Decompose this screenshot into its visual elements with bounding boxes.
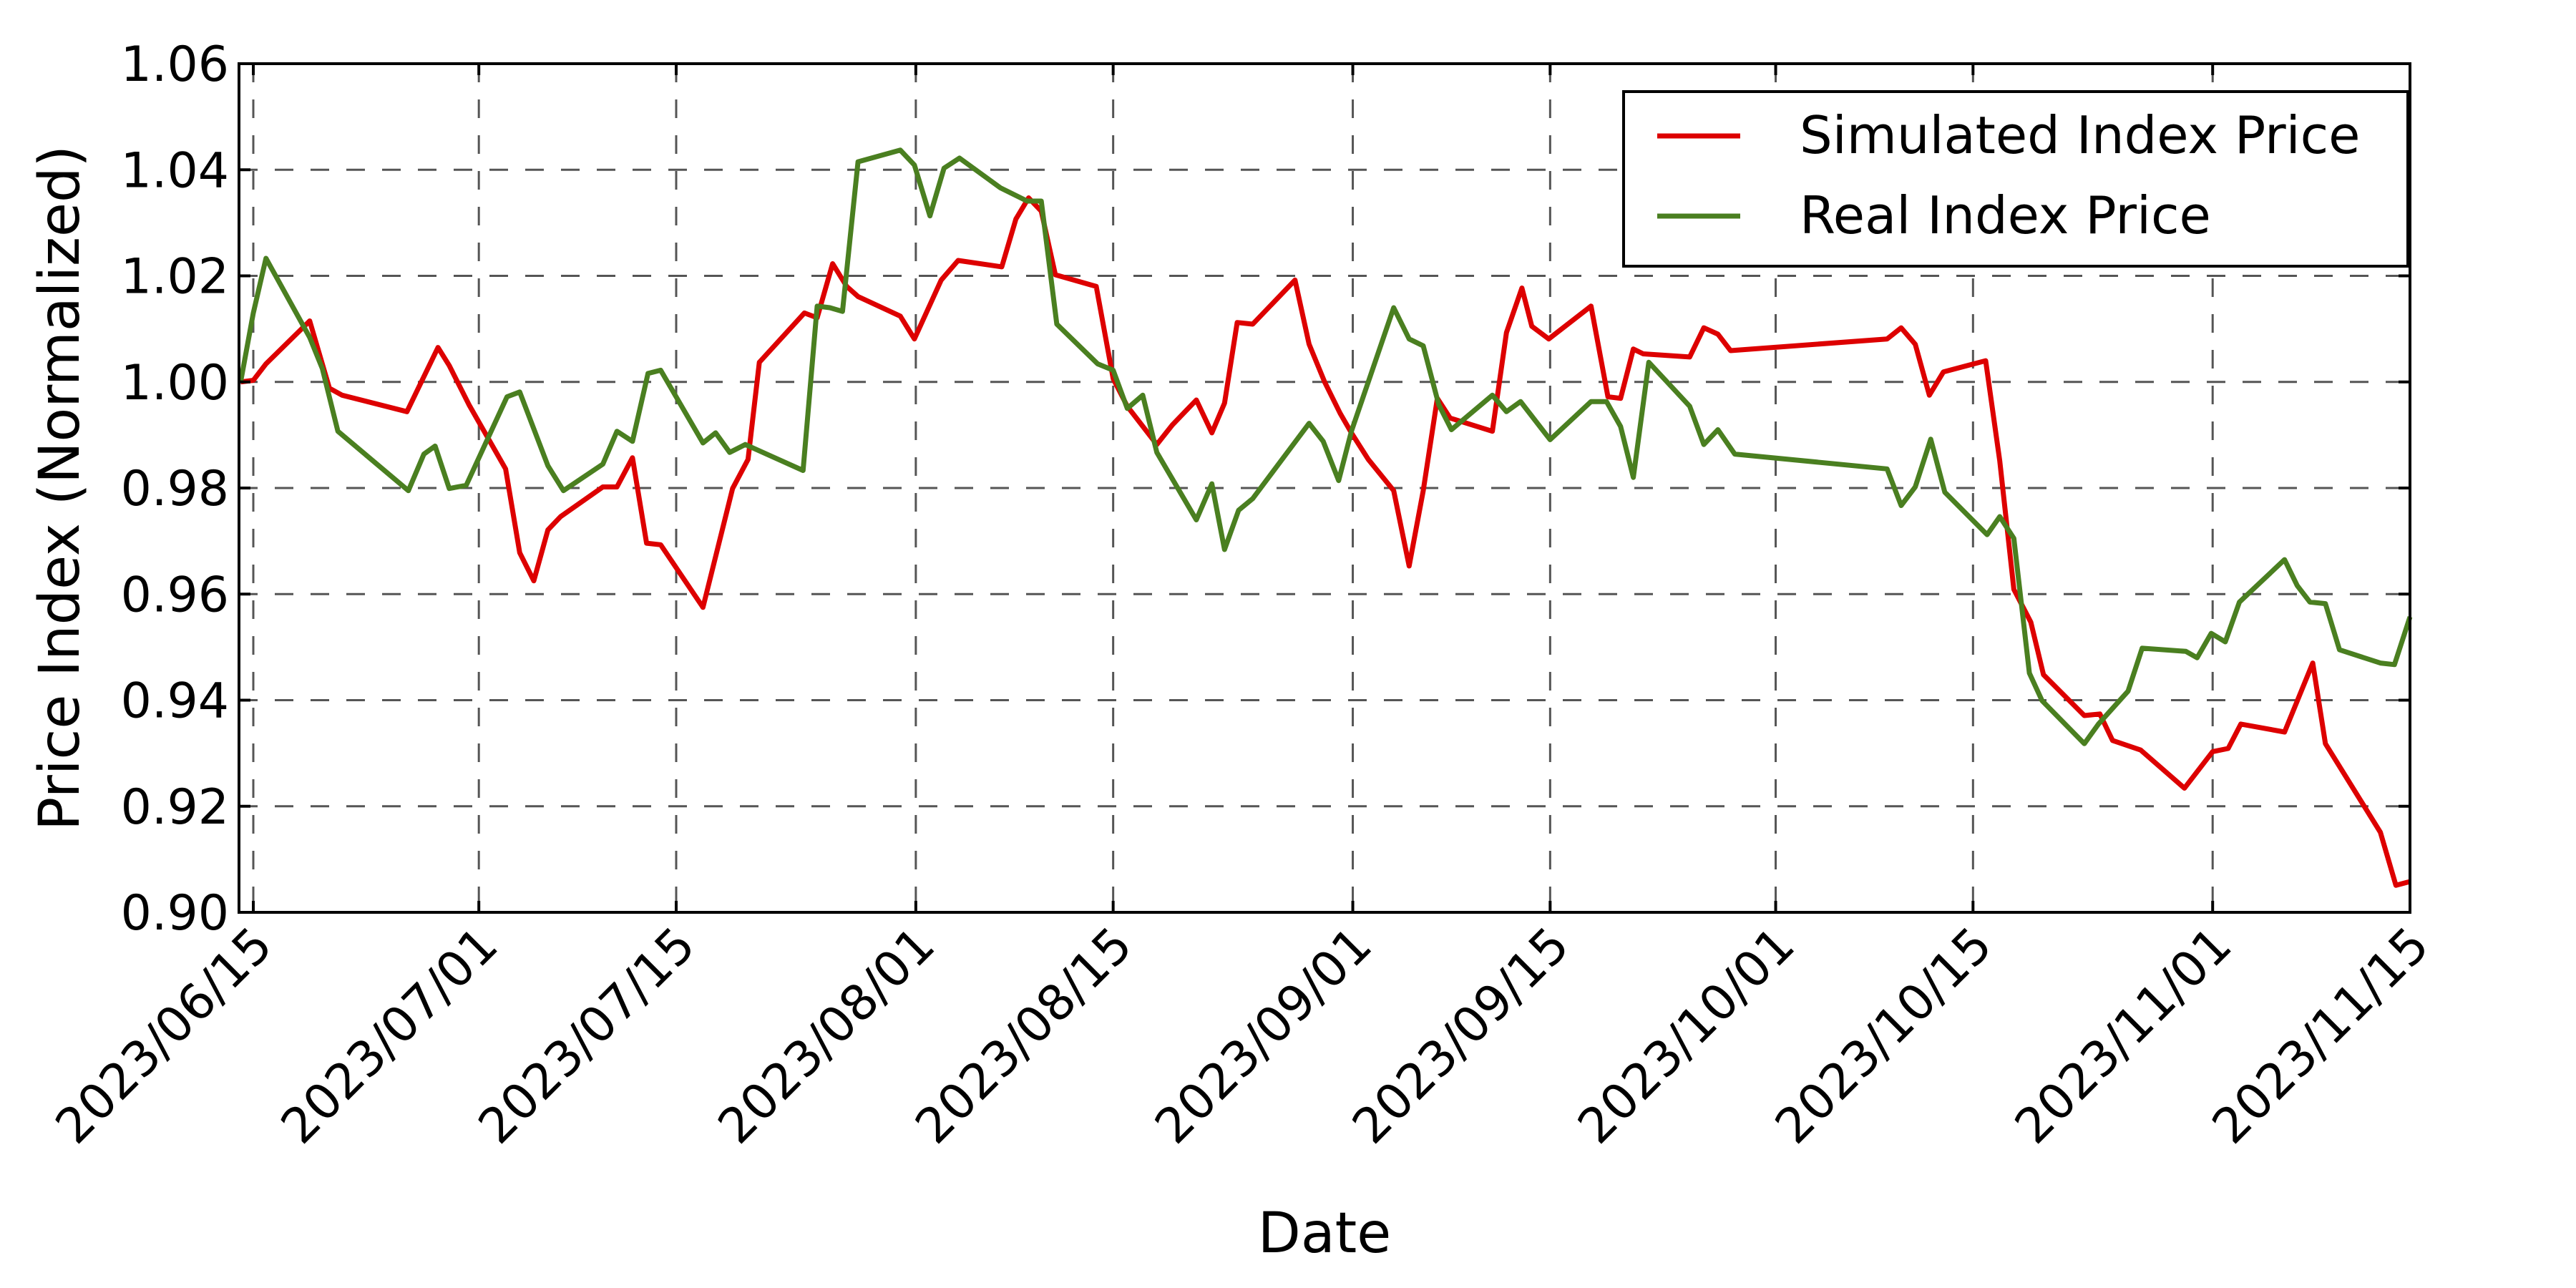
y-tick-label: 1.00 <box>121 355 229 411</box>
series-real-line <box>238 147 2413 746</box>
y-axis-title: Price Index (Normalized) <box>28 145 92 831</box>
y-tick-label: 0.96 <box>121 567 229 623</box>
y-tick-label: 1.04 <box>121 142 229 199</box>
legend-box <box>1622 90 2409 268</box>
legend: Simulated Index Price Real Index Price <box>1622 90 2409 268</box>
y-tick-label: 0.90 <box>121 885 229 942</box>
legend-label-real: Real Index Price <box>1800 185 2211 245</box>
y-tick-label: 0.94 <box>121 673 229 730</box>
legend-label-simulated: Simulated Index Price <box>1800 105 2360 165</box>
series-simulated-line <box>240 195 2411 888</box>
y-tick-label: 0.92 <box>121 779 229 836</box>
axis-ticks <box>239 62 2411 914</box>
y-tick-label: 1.06 <box>121 36 229 93</box>
data-series <box>238 147 2413 888</box>
y-tick-label: 1.02 <box>121 249 229 306</box>
y-tick-labels: 0.90 0.92 0.94 0.96 0.98 1.00 1.02 1.04 1.06 <box>121 36 229 942</box>
y-tick-label: 0.98 <box>121 461 229 517</box>
x-axis-title: Date <box>1258 1201 1391 1266</box>
